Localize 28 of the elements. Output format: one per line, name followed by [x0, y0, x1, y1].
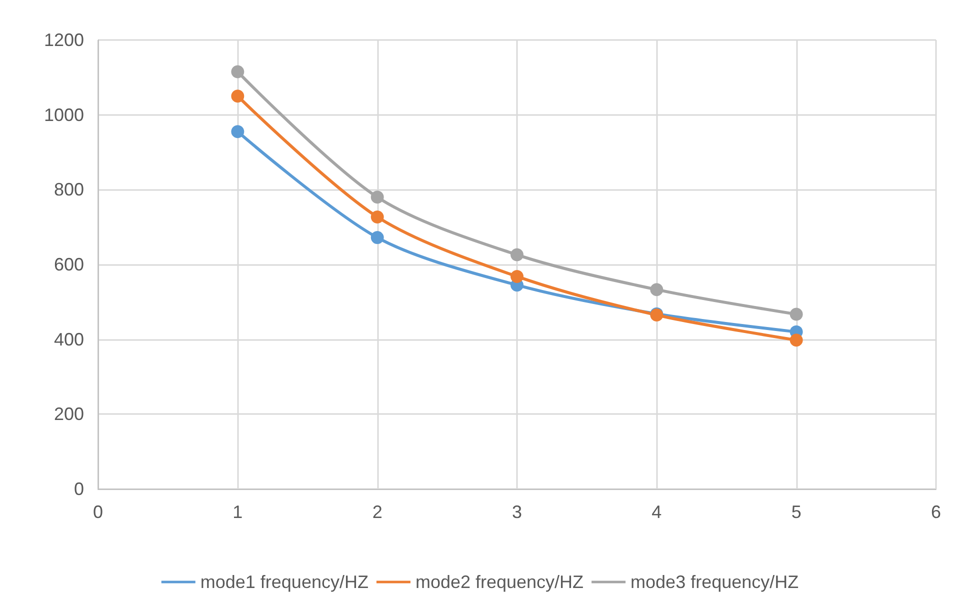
- point: [790, 334, 803, 347]
- y-tick-label: 400: [54, 329, 84, 350]
- x-tick-label: 4: [652, 502, 662, 522]
- point: [510, 248, 524, 262]
- x-tick-label: 5: [791, 502, 802, 522]
- x-tick-label: 0: [92, 502, 104, 522]
- point: [370, 190, 384, 204]
- point: [231, 125, 244, 138]
- y-tick-label: 1200: [44, 30, 84, 50]
- y-tick-label: 600: [54, 254, 84, 274]
- x-tick-label: 3: [512, 502, 522, 522]
- legend-label: mode1 frequency/HZ: [200, 572, 368, 592]
- x-tick-label: 6: [930, 502, 942, 522]
- x-tick-label: 2: [372, 502, 382, 522]
- point: [231, 90, 244, 103]
- point: [510, 270, 524, 283]
- legend-label: mode2 frequency/HZ: [415, 572, 584, 592]
- point: [370, 231, 384, 244]
- y-tick-label: 800: [54, 180, 84, 200]
- point: [231, 65, 244, 78]
- y-tick-label: 200: [54, 404, 84, 424]
- y-tick-label: 1000: [44, 104, 84, 125]
- point: [370, 210, 384, 224]
- legend-label: mode3 frequency/HZ: [630, 572, 799, 592]
- x-tick-label: 1: [232, 502, 243, 522]
- y-tick-label: 0: [74, 479, 84, 499]
- point: [650, 283, 664, 296]
- point: [790, 308, 803, 321]
